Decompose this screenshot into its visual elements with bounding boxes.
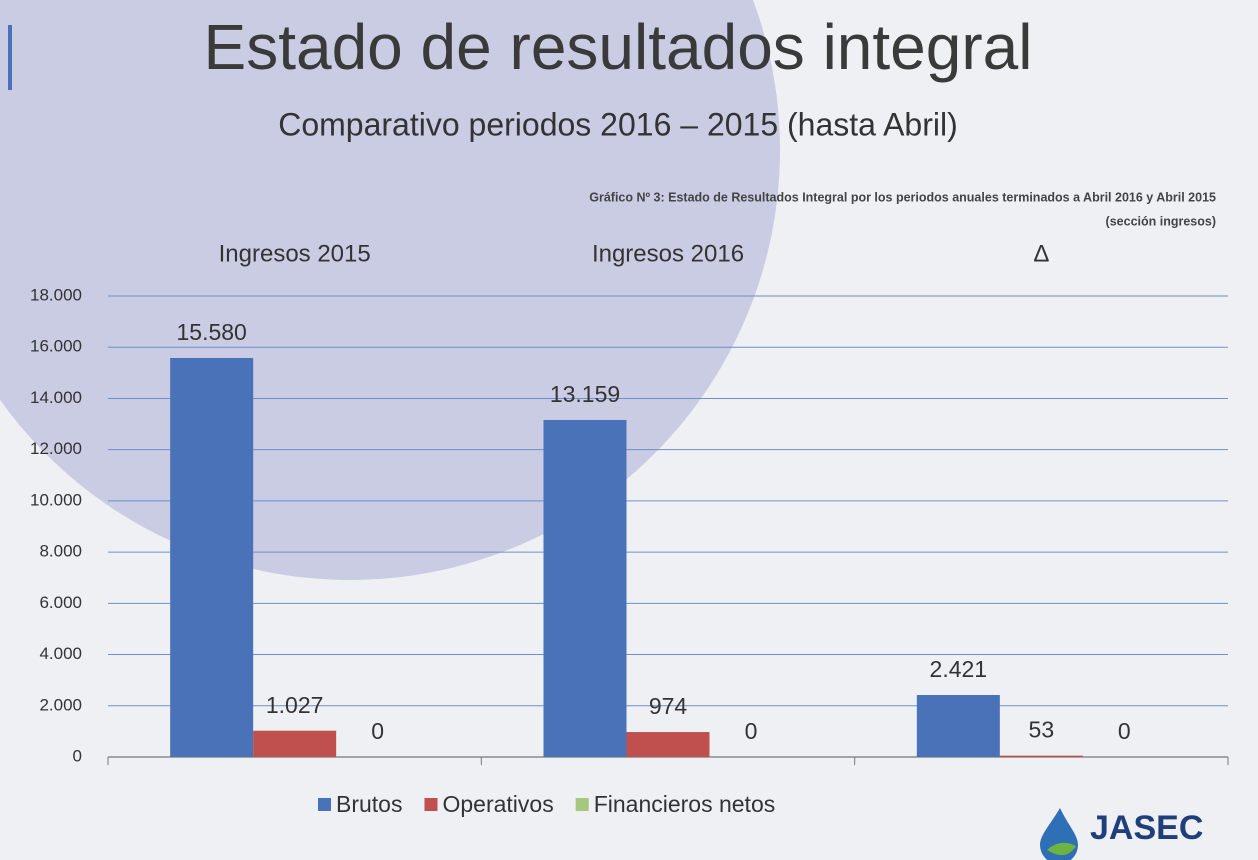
data-label: 2.421 <box>930 656 988 682</box>
legend-swatch <box>424 798 438 811</box>
y-tick-label: 16.000 <box>30 337 82 356</box>
y-tick-label: 6.000 <box>39 593 82 612</box>
logo: JASEC <box>1040 808 1203 860</box>
chart-title: Estado de resultados integral <box>204 11 1033 83</box>
category-label: Ingresos 2015 <box>219 240 371 267</box>
category-label: Ingresos 2016 <box>592 240 744 267</box>
legend-label: Brutos <box>336 791 402 817</box>
bar <box>253 730 337 757</box>
legend-swatch <box>318 798 331 811</box>
chart-subtitle: Comparativo periodos 2016 – 2015 (hasta … <box>278 106 958 142</box>
bar <box>170 357 254 757</box>
data-label: 0 <box>371 718 384 744</box>
bar <box>543 419 627 757</box>
data-label: 0 <box>1118 718 1131 744</box>
legend-label: Financieros netos <box>594 791 776 817</box>
data-label: 1.027 <box>266 692 324 718</box>
category-label: Δ <box>1033 240 1049 267</box>
data-label: 13.159 <box>550 381 620 407</box>
bar <box>999 755 1083 757</box>
bar <box>626 732 710 757</box>
logo-leaf <box>1047 842 1076 856</box>
y-tick-label: 4.000 <box>39 644 82 663</box>
legend-swatch <box>575 798 589 811</box>
data-label: 15.580 <box>176 319 246 345</box>
data-label: 974 <box>649 693 688 719</box>
y-tick-label: 0 <box>73 746 82 765</box>
legend-label: Operativos <box>442 791 553 817</box>
bar <box>916 694 1000 757</box>
chart-caption: Gráfico Nº 3: Estado de Resultados Integ… <box>589 190 1216 204</box>
y-tick-label: 2.000 <box>39 695 82 714</box>
accent-bar <box>8 25 12 90</box>
y-tick-label: 10.000 <box>30 490 82 509</box>
data-label: 0 <box>745 718 758 744</box>
logo-text: JASEC <box>1090 809 1203 847</box>
y-tick-label: 14.000 <box>30 388 82 407</box>
y-tick-label: 12.000 <box>30 439 82 458</box>
y-tick-label: 18.000 <box>30 285 82 304</box>
chart-caption-note: (sección ingresos) <box>1106 214 1216 228</box>
data-label: 53 <box>1029 717 1055 743</box>
y-tick-label: 8.000 <box>39 542 82 561</box>
